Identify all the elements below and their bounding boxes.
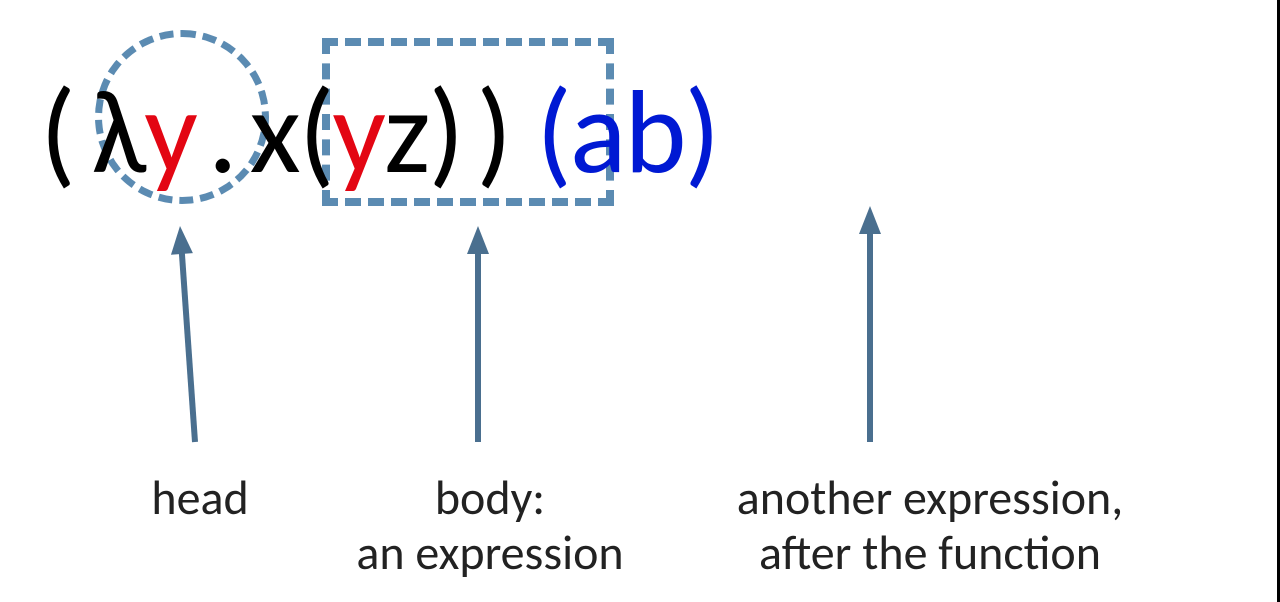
head-arrow-head xyxy=(171,226,193,255)
body-label-line: body: xyxy=(320,470,660,525)
arg-arrow-head xyxy=(859,206,881,234)
diagram-canvas: ( λy . x(yz) ) (ab) head body:an express… xyxy=(0,0,1280,602)
head-arrow xyxy=(181,243,195,442)
head-label-line: head xyxy=(100,470,300,525)
body-arrow-head xyxy=(467,226,489,254)
body-label-line: an expression xyxy=(320,525,660,580)
body-label: body:an expression xyxy=(320,470,660,580)
arg-label: another expression,after the function xyxy=(680,470,1180,580)
arg-label-line: after the function xyxy=(680,525,1180,580)
arg-label-line: another expression, xyxy=(680,470,1180,525)
head-label: head xyxy=(100,470,300,525)
